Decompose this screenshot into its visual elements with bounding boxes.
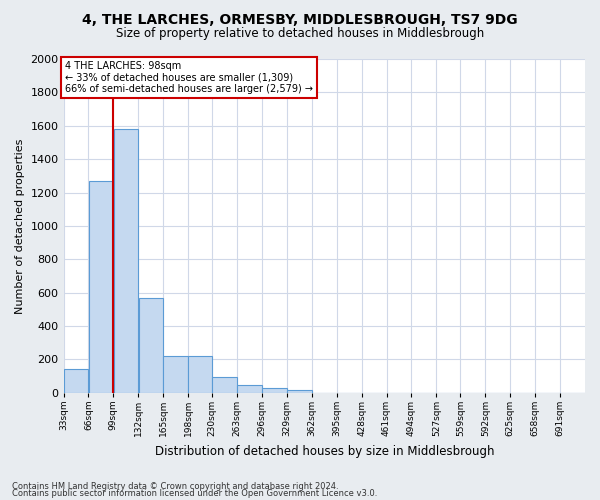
Y-axis label: Number of detached properties: Number of detached properties bbox=[15, 138, 25, 314]
Text: 4, THE LARCHES, ORMESBY, MIDDLESBROUGH, TS7 9DG: 4, THE LARCHES, ORMESBY, MIDDLESBROUGH, … bbox=[82, 12, 518, 26]
Bar bbox=[262, 388, 287, 393]
Bar bbox=[287, 390, 311, 393]
Bar bbox=[64, 370, 88, 393]
Bar bbox=[163, 356, 188, 393]
Bar bbox=[212, 377, 237, 393]
Bar bbox=[139, 298, 163, 393]
Text: Contains HM Land Registry data © Crown copyright and database right 2024.: Contains HM Land Registry data © Crown c… bbox=[12, 482, 338, 491]
X-axis label: Distribution of detached houses by size in Middlesbrough: Distribution of detached houses by size … bbox=[155, 444, 494, 458]
Bar bbox=[188, 356, 212, 393]
Bar bbox=[238, 384, 262, 393]
Text: 4 THE LARCHES: 98sqm
← 33% of detached houses are smaller (1,309)
66% of semi-de: 4 THE LARCHES: 98sqm ← 33% of detached h… bbox=[65, 60, 313, 94]
Text: Contains public sector information licensed under the Open Government Licence v3: Contains public sector information licen… bbox=[12, 489, 377, 498]
Bar bbox=[113, 129, 138, 393]
Text: Size of property relative to detached houses in Middlesbrough: Size of property relative to detached ho… bbox=[116, 28, 484, 40]
Bar bbox=[89, 181, 113, 393]
